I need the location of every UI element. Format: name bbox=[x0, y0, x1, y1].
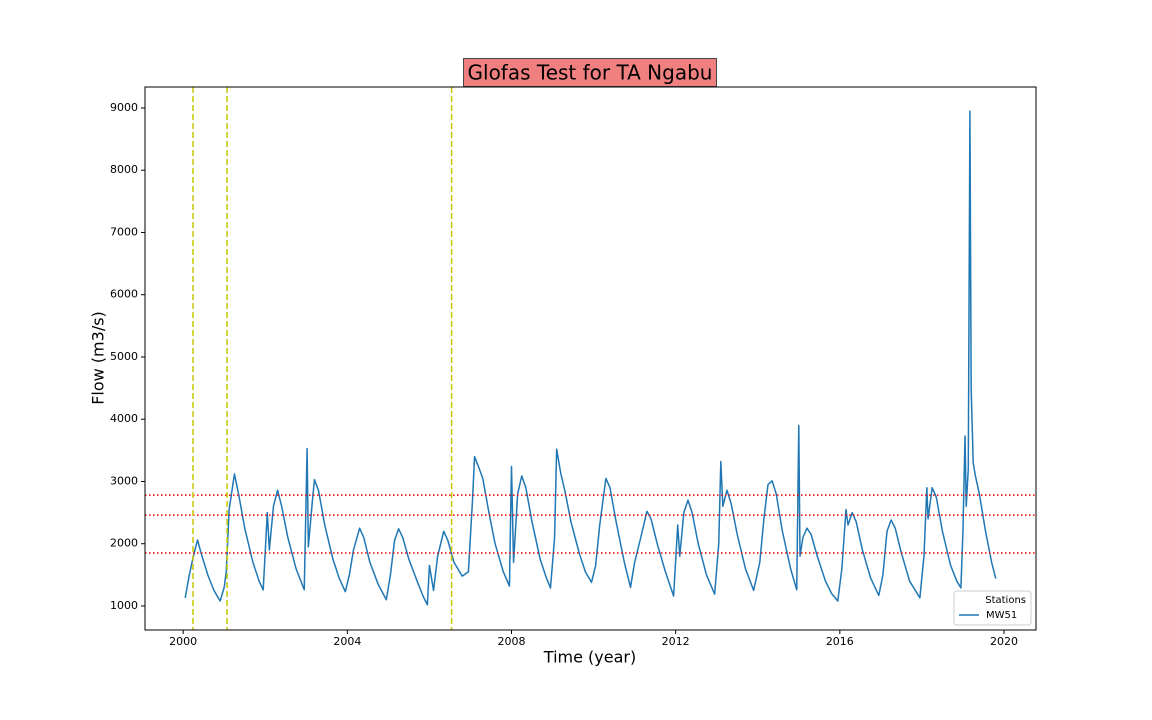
x-tick-label: 2004 bbox=[333, 635, 361, 648]
y-tick-label: 8000 bbox=[110, 163, 138, 176]
y-tick-label: 1000 bbox=[110, 599, 138, 612]
x-axis-label: Time (year) bbox=[543, 648, 636, 667]
chart-title: Glofas Test for TA Ngabu bbox=[468, 61, 713, 85]
x-tick-label: 2012 bbox=[662, 635, 690, 648]
legend-title: Stations bbox=[985, 595, 1026, 606]
x-tick-label: 2000 bbox=[169, 635, 197, 648]
y-tick-label: 3000 bbox=[110, 474, 138, 487]
legend-label: MW51 bbox=[986, 610, 1017, 621]
x-tick-label: 2016 bbox=[826, 635, 854, 648]
y-tick-label: 4000 bbox=[110, 412, 138, 425]
y-tick-label: 2000 bbox=[110, 537, 138, 550]
x-tick-label: 2020 bbox=[990, 635, 1018, 648]
y-tick-label: 7000 bbox=[110, 225, 138, 238]
series-line bbox=[184, 110, 997, 606]
y-tick-label: 9000 bbox=[110, 101, 138, 114]
title-box bbox=[463, 58, 717, 87]
y-tick-label: 6000 bbox=[110, 288, 138, 301]
x-tick-label: 2008 bbox=[497, 635, 525, 648]
legend-box bbox=[953, 590, 1032, 626]
y-tick-label: 5000 bbox=[110, 350, 138, 363]
y-axis-label: Flow (m3/s) bbox=[89, 311, 108, 405]
plot-frame bbox=[144, 86, 1037, 631]
